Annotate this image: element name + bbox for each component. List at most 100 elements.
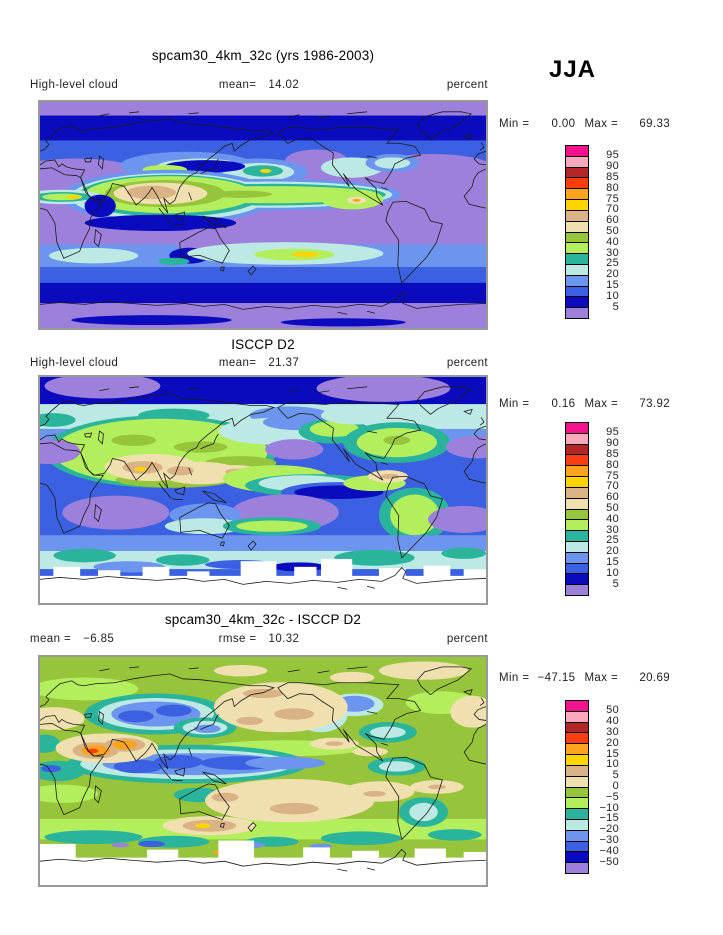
contour-region: [187, 571, 210, 579]
min-value: 0.16: [551, 398, 576, 410]
colorbar-tick-label: 75: [606, 469, 619, 482]
contour-region: [97, 570, 121, 580]
coastline: [99, 113, 110, 117]
coastline: [171, 779, 183, 782]
colorbar-tick-label: 20: [606, 736, 619, 749]
coastline: [200, 433, 219, 450]
colorbar-tick-label: 50: [606, 502, 619, 514]
max-label: Max =: [584, 398, 619, 410]
contour-region: [40, 282, 486, 304]
colorbar: 95 90 85 80 75 70 60 50 40 30 25 20 15 10 5: [565, 422, 619, 596]
coastline: [479, 417, 485, 426]
contour-region: [259, 168, 272, 173]
contour-region: [195, 823, 211, 829]
contour-region: [381, 473, 400, 480]
colorbar-tick-label: −5: [605, 790, 619, 803]
contour-region: [316, 377, 451, 402]
colorbar-tick-label: 0: [612, 780, 619, 792]
contour-region: [167, 466, 194, 476]
contour-region: [40, 439, 81, 465]
coastline: [171, 223, 183, 226]
coastline: [479, 697, 485, 706]
mean-value: −6.85: [83, 633, 115, 645]
colorbar-tick-label: −20: [599, 823, 619, 836]
mean-stat: mean= 21.37: [219, 357, 299, 369]
coastline: [219, 541, 225, 547]
colorbar-segment: [565, 584, 589, 596]
colorbar-tick-label: 85: [606, 447, 619, 460]
season-label: JJA: [548, 56, 597, 83]
contour-region: [303, 847, 330, 859]
coastline: [247, 821, 257, 833]
coastline: [188, 112, 199, 115]
min-label: Min =: [499, 398, 530, 410]
contour-region: [414, 848, 446, 860]
coastline: [158, 482, 172, 499]
coastline: [179, 502, 230, 539]
coastline: [463, 724, 486, 765]
contour-region: [164, 518, 246, 535]
colorbar-tick-label: 95: [606, 149, 619, 162]
colorbar-tick-label: 60: [606, 214, 619, 227]
coastline: [347, 386, 368, 390]
contour-region: [40, 266, 486, 288]
coastline: [129, 386, 140, 389]
contour-region: [363, 790, 386, 797]
contour-region: [44, 830, 143, 844]
colorbar-tick-label: 30: [606, 523, 619, 536]
coastline: [317, 670, 330, 674]
coastline: [94, 228, 102, 248]
contour-region: [383, 435, 411, 445]
max-value: 20.69: [639, 672, 671, 684]
stats-row: High-level cloud mean= 14.02 percent: [30, 79, 488, 93]
coastline: [380, 462, 388, 465]
contour-region: [126, 185, 177, 200]
coastline: [129, 666, 140, 669]
colorbar-tick-label: 15: [606, 556, 619, 569]
coastline: [417, 666, 473, 696]
contour-region: [236, 716, 263, 725]
stats-row: mean = −6.85 rmse = 10.32 percent: [30, 633, 488, 647]
coastline: [380, 742, 388, 746]
contour-region: [265, 439, 324, 460]
colorbar-tick-label: −10: [599, 801, 619, 814]
coastline: [158, 763, 172, 780]
coastline: [317, 390, 330, 394]
colorbar-tick-label: 10: [606, 566, 619, 579]
map-frame: [38, 100, 488, 330]
panel-title: spcam30_4km_32c (yrs 1986-2003): [151, 48, 375, 63]
coastline: [202, 215, 227, 229]
contour-region: [378, 567, 406, 578]
mean-label: mean=: [218, 357, 257, 369]
contour-region: [41, 765, 61, 773]
contour-region: [153, 755, 203, 769]
contour-region: [428, 829, 482, 841]
max-label: Max =: [584, 672, 619, 684]
contour-region: [111, 842, 130, 848]
coastline: [347, 111, 368, 115]
contour-region: [111, 434, 156, 446]
coastline: [99, 668, 110, 672]
contour-region: [352, 850, 379, 860]
coastline: [99, 388, 110, 392]
contour-region: [40, 734, 61, 753]
contour-region: [450, 695, 486, 728]
colorbar-tick-label: −50: [599, 855, 619, 868]
coastline: [473, 706, 486, 721]
map-frame: [38, 375, 488, 605]
colorbar-tick-label: 15: [606, 747, 619, 760]
coastline: [188, 467, 193, 476]
colorbar-tick-label: 50: [606, 225, 619, 237]
coastline: [40, 442, 105, 534]
contour-region: [334, 549, 415, 566]
coastline: [188, 667, 199, 670]
colorbar-tick-label: −30: [599, 834, 619, 847]
minmax-row: Min = −47.15 Max = 20.69: [499, 672, 670, 684]
colorbar-tick-label: 90: [606, 160, 619, 173]
colorbar-tick-label: 5: [612, 577, 619, 590]
min-label: Min =: [499, 118, 530, 130]
contour-region: [209, 190, 272, 198]
contour-region: [240, 561, 277, 578]
rmse-stat: rmse = 10.32: [219, 633, 300, 645]
contour-region: [320, 406, 393, 425]
